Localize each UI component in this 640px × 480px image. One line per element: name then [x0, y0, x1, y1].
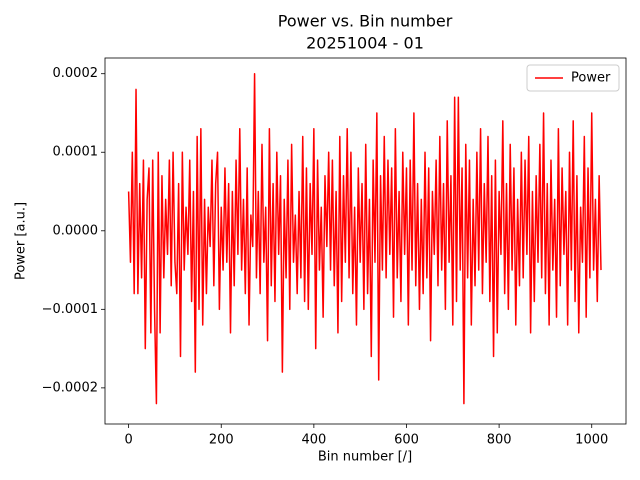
- x-tick-label: 800: [487, 433, 512, 448]
- y-tick-label: −0.0001: [42, 302, 98, 317]
- x-tick-label: 0: [124, 433, 132, 448]
- plot-frame: [104, 57, 627, 425]
- y-tick-label: 0.0000: [53, 223, 99, 238]
- x-tick-label: 200: [209, 433, 234, 448]
- legend-box: [526, 64, 620, 92]
- y-tick-label: 0.0002: [53, 66, 99, 81]
- y-axis-label: Power [a.u.]: [14, 202, 29, 280]
- x-tick-label: 1000: [575, 433, 608, 448]
- chart-subtitle: 20251004 - 01: [306, 34, 424, 53]
- data-line: [127, 72, 602, 405]
- x-axis-label: Bin number [/]: [318, 450, 412, 465]
- x-tick-label: 600: [394, 433, 419, 448]
- legend-label: Power: [571, 71, 611, 86]
- x-tick-label: 400: [301, 433, 326, 448]
- y-tick-label: −0.0002: [42, 380, 98, 395]
- chart-title: Power vs. Bin number: [278, 12, 453, 31]
- y-tick-label: 0.0001: [53, 145, 99, 160]
